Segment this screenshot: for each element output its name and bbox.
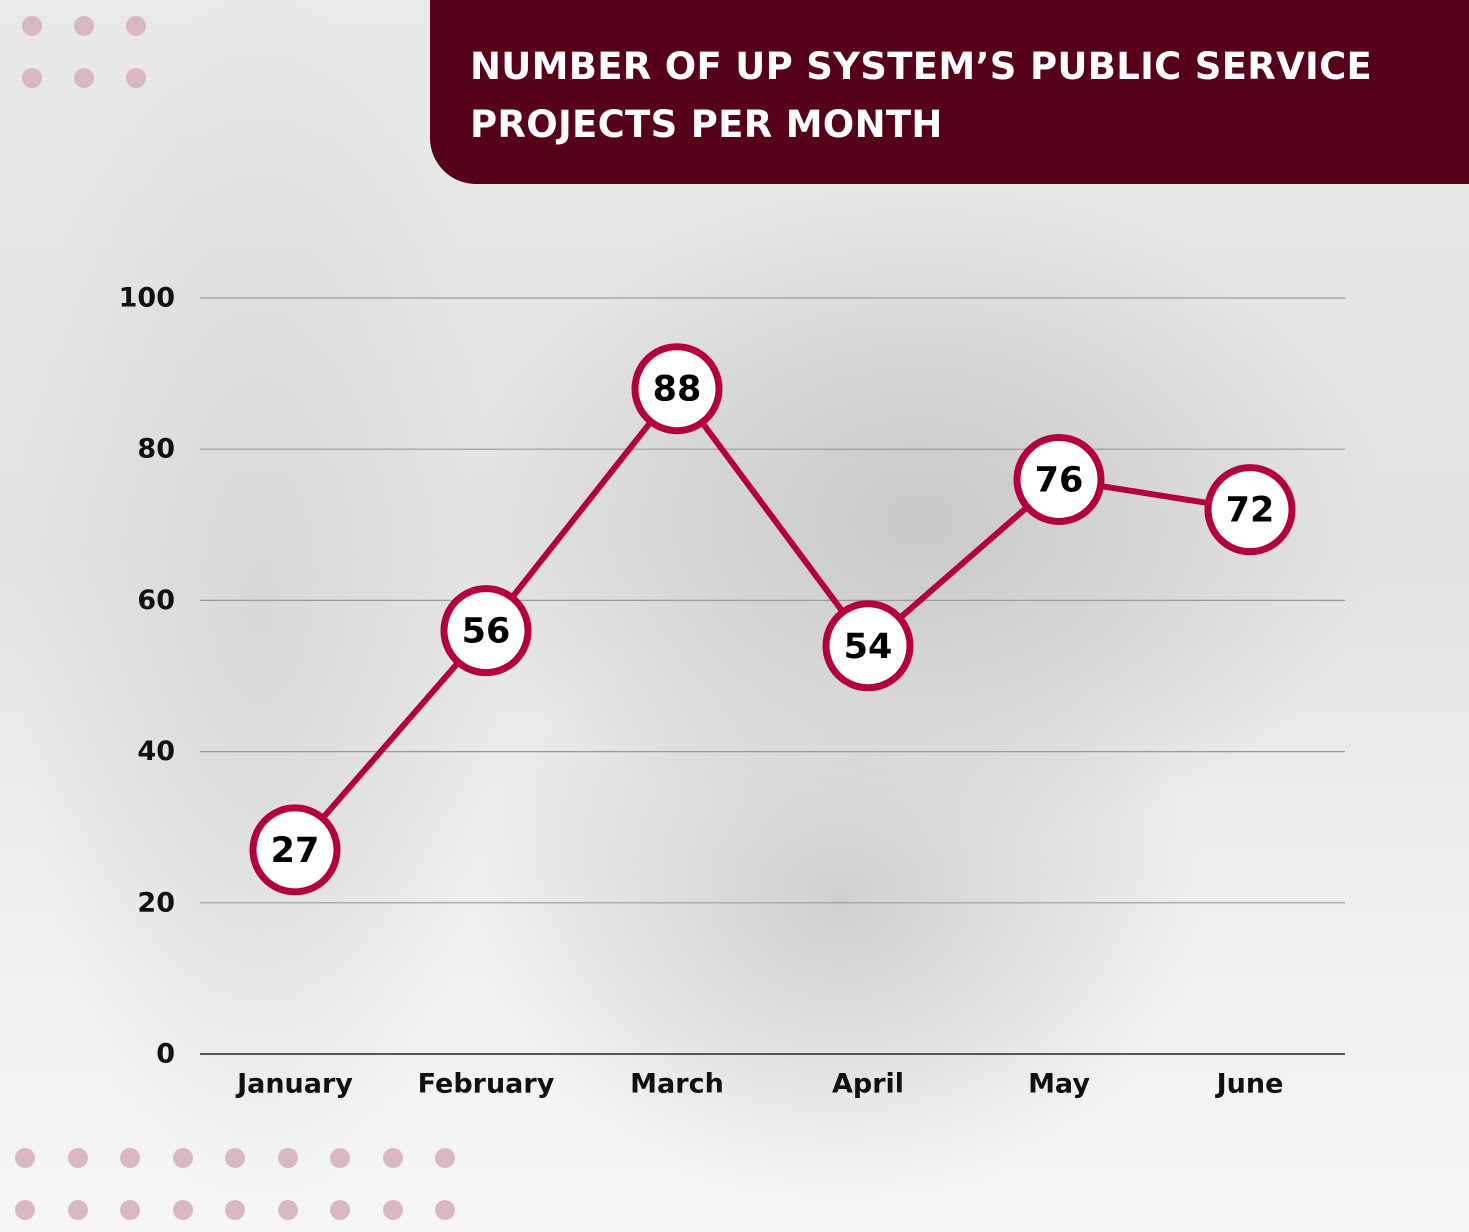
y-tick-label: 20	[137, 887, 175, 918]
data-label: 54	[844, 627, 893, 667]
x-category-label: June	[1215, 1069, 1284, 1100]
x-category-label: May	[1028, 1069, 1090, 1100]
y-tick-label: 0	[156, 1039, 175, 1070]
gridlines	[200, 297, 1345, 1055]
y-tick-label: 60	[137, 585, 175, 616]
series-line-group	[292, 385, 1253, 853]
data-points: 27 56 88 54 76 72	[249, 343, 1296, 896]
x-category-label: April	[832, 1069, 904, 1100]
x-category-label: March	[630, 1069, 724, 1100]
x-category-label: January	[235, 1069, 353, 1100]
series-line	[292, 385, 1253, 853]
data-label: 76	[1035, 460, 1084, 500]
data-point-marker	[1204, 464, 1296, 556]
data-point-marker	[631, 343, 723, 435]
y-axis-tick-labels: 0 20 40 60 80 100	[119, 283, 175, 1070]
data-point-marker	[822, 600, 914, 692]
data-label: 88	[653, 370, 702, 410]
decorative-dots-top	[22, 16, 146, 88]
data-label: 27	[271, 831, 320, 871]
chart-title: NUMBER OF UP SYSTEM’S PUBLIC SERVICE PRO…	[470, 45, 1373, 146]
data-label: 56	[462, 612, 511, 652]
x-axis-category-labels: January February March April May June	[235, 1069, 1283, 1100]
y-tick-label: 40	[137, 736, 175, 767]
title-banner: NUMBER OF UP SYSTEM’S PUBLIC SERVICE PRO…	[430, 0, 1469, 184]
data-point-marker	[440, 585, 532, 677]
data-label: 72	[1226, 491, 1275, 531]
decorative-dots-bottom	[15, 1148, 455, 1220]
data-point-marker	[249, 804, 341, 896]
y-tick-label: 100	[119, 283, 175, 314]
data-point-marker	[1013, 433, 1105, 525]
y-tick-label: 80	[137, 434, 175, 465]
x-category-label: February	[418, 1069, 555, 1100]
